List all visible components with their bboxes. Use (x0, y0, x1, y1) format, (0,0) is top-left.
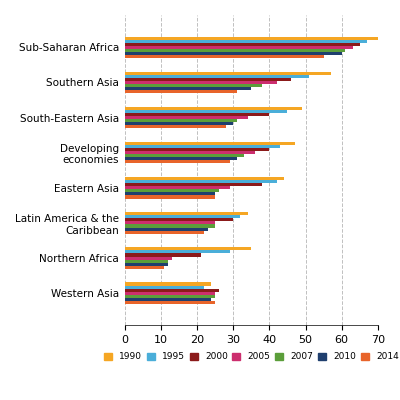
Bar (124, 260, 168, 263)
Bar (124, 49, 345, 52)
Bar (124, 266, 164, 269)
Bar (124, 125, 226, 128)
Bar (124, 148, 269, 151)
Bar (124, 282, 212, 286)
Bar (124, 154, 244, 157)
Bar (124, 247, 251, 250)
Bar (124, 110, 288, 113)
Bar (124, 78, 291, 81)
Bar (124, 177, 284, 180)
Bar (124, 215, 240, 218)
Bar (124, 46, 352, 49)
Bar (124, 218, 233, 221)
Bar (124, 301, 215, 304)
Bar (124, 84, 262, 87)
Bar (124, 160, 230, 164)
Bar (124, 228, 208, 231)
Legend: 1990, 1995, 2000, 2005, 2007, 2010, 2014: 1990, 1995, 2000, 2005, 2007, 2010, 2014 (104, 352, 399, 361)
Bar (124, 288, 219, 292)
Bar (124, 192, 215, 196)
Bar (124, 256, 172, 260)
Bar (124, 119, 237, 122)
Bar (124, 90, 237, 93)
Bar (124, 180, 276, 183)
Bar (124, 263, 168, 266)
Bar (124, 221, 215, 224)
Bar (124, 107, 302, 110)
Bar (124, 286, 204, 288)
Bar (124, 55, 324, 58)
Bar (124, 52, 342, 55)
Bar (124, 122, 233, 125)
Bar (124, 145, 280, 148)
Bar (124, 212, 248, 215)
Bar (124, 224, 215, 228)
Bar (124, 186, 230, 189)
Bar (124, 43, 360, 46)
Bar (124, 81, 276, 84)
Bar (124, 87, 251, 90)
Bar (124, 72, 331, 75)
Bar (124, 36, 378, 40)
Bar (124, 250, 230, 254)
Bar (124, 189, 219, 192)
Bar (124, 142, 295, 145)
Bar (124, 116, 248, 119)
Bar (124, 157, 237, 160)
Bar (124, 183, 262, 186)
Bar (124, 151, 255, 154)
Bar (124, 196, 215, 198)
Bar (124, 254, 200, 256)
Bar (124, 113, 269, 116)
Bar (124, 298, 212, 301)
Bar (124, 40, 367, 43)
Bar (124, 75, 309, 78)
Bar (124, 292, 215, 295)
Bar (124, 231, 204, 234)
Bar (124, 295, 215, 298)
